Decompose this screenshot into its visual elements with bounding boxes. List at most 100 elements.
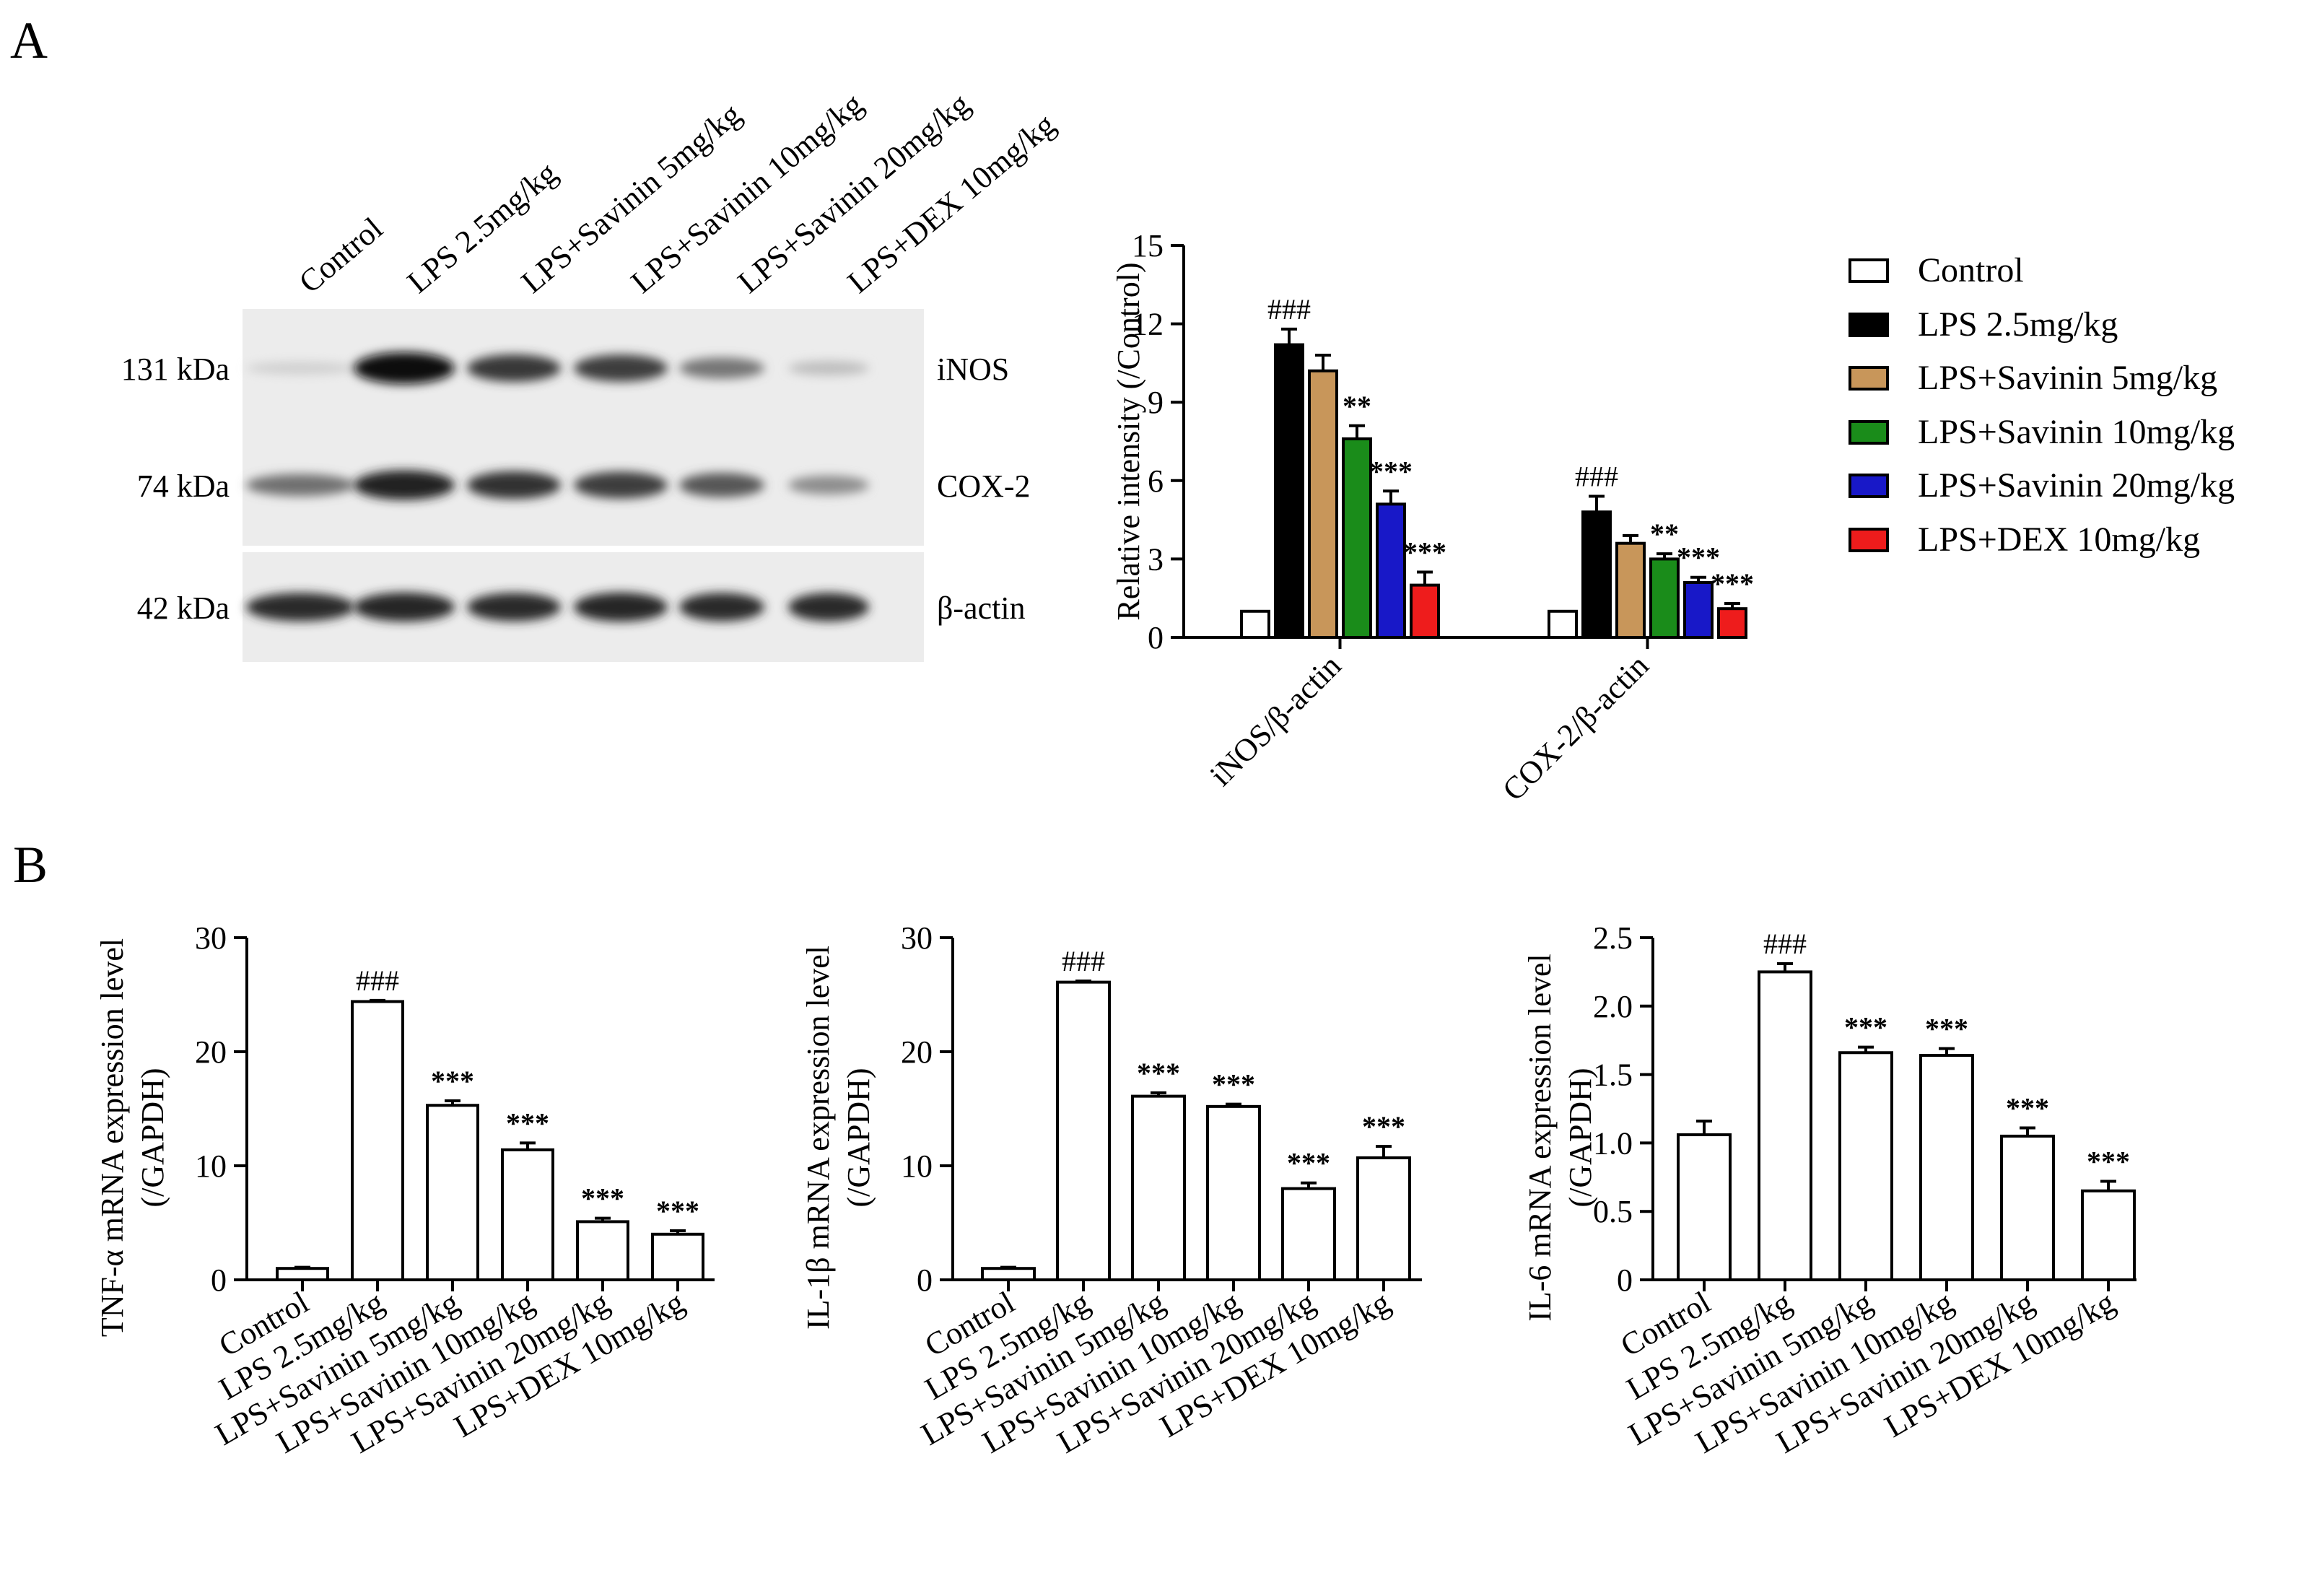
- significance-label: ***: [431, 1065, 474, 1097]
- bar: [1677, 1133, 1732, 1282]
- bar: [351, 1000, 404, 1281]
- significance-label: ###: [1062, 945, 1105, 977]
- significance-label: ***: [2006, 1092, 2049, 1125]
- significance-label: ###: [1763, 928, 1807, 960]
- y-tick-label: 0: [1148, 620, 1164, 655]
- significance-label: ***: [1711, 567, 1754, 600]
- significance-label: ***: [1212, 1068, 1255, 1101]
- bar: [1240, 609, 1270, 639]
- significance-label: ***: [1362, 1110, 1405, 1143]
- legend-swatch: [1848, 420, 1889, 445]
- significance-label: ***: [506, 1107, 549, 1139]
- significance-label: ***: [656, 1195, 699, 1227]
- blot-lane-label: LPS+DEX 10mg/kg: [841, 107, 1062, 300]
- bar: [501, 1148, 554, 1281]
- blot-marker-label: 131 kDa: [121, 352, 230, 387]
- bar: [426, 1104, 479, 1282]
- legend-label: LPS+DEX 10mg/kg: [1918, 520, 2200, 559]
- chart-il-6: 0 0.5 1.0 1.5 2.0 2.5 IL-6 mRNA expression lev…: [1522, 920, 2136, 1460]
- blot-band: [246, 474, 354, 497]
- y-tick-label: 20: [195, 1034, 227, 1070]
- significance-label: **: [1650, 518, 1679, 550]
- blot-band: [788, 593, 869, 622]
- blot-band: [574, 592, 668, 622]
- y-tick-label: 2.0: [1593, 989, 1633, 1024]
- significance-label: **: [1343, 390, 1371, 422]
- bar: [1838, 1051, 1893, 1282]
- y-tick-label: 1.0: [1593, 1125, 1633, 1161]
- bar: [1649, 557, 1680, 640]
- legend-label: LPS+Savinin 10mg/kg: [1918, 413, 2235, 451]
- legend-label: LPS+Savinin 5mg/kg: [1918, 359, 2217, 397]
- x-tick-label: iNOS/β-actin: [1203, 647, 1348, 793]
- bar: [1308, 369, 1338, 639]
- y-tick-label: 20: [901, 1034, 933, 1070]
- blot-band: [679, 473, 764, 497]
- y-tick-label: 1.5: [1593, 1058, 1633, 1093]
- blot-band: [467, 593, 561, 622]
- y-tick-label: 0: [917, 1263, 933, 1298]
- panel-label-b: B: [13, 836, 48, 894]
- significance-label: ###: [1575, 461, 1618, 493]
- blot-band: [467, 471, 561, 500]
- legend-label: LPS 2.5mg/kg: [1918, 305, 2118, 344]
- bar: [1131, 1094, 1186, 1281]
- y-axis-title: TNF-α mRNA expression level: [95, 938, 130, 1337]
- chart-il-1beta: 0 10 20 30 IL-1β mRNA expression level (/GAPD…: [800, 920, 1422, 1460]
- bar: [1919, 1054, 1974, 1282]
- y-tick-label: 30: [901, 920, 933, 956]
- y-axis-title: IL-1β mRNA expression level: [800, 946, 836, 1330]
- bar: [1342, 437, 1372, 639]
- blot-band: [679, 593, 764, 622]
- y-tick-label: 6: [1148, 463, 1164, 499]
- y-tick-label: 3: [1148, 541, 1164, 577]
- significance-label: ***: [1677, 541, 1720, 574]
- blot-band: [574, 471, 668, 499]
- y-axis-title-unit: (/GAPDH): [841, 1068, 876, 1207]
- legend-label: Control: [1918, 251, 2024, 289]
- blot-band: [354, 470, 455, 500]
- y-axis-title: IL-6 mRNA expression level: [1522, 954, 1558, 1322]
- legend-swatch: [1848, 474, 1889, 498]
- blot-band: [354, 352, 455, 384]
- significance-label: ***: [1844, 1011, 1887, 1044]
- blot-lane-label: Control: [292, 211, 389, 300]
- y-tick-label: 0.5: [1593, 1194, 1633, 1229]
- blot-band: [467, 354, 561, 382]
- blot-marker-label: 74 kDa: [137, 468, 230, 504]
- x-tick-label: COX-2/β-actin: [1496, 647, 1656, 808]
- legend-swatch: [1848, 258, 1889, 283]
- chart-tnf-alpha: 0 10 20 30 TNF-α mRNA expression level (/GAPD…: [95, 920, 715, 1460]
- y-tick-label: 10: [195, 1148, 227, 1184]
- blot-band: [788, 475, 869, 495]
- bar: [1548, 609, 1578, 639]
- y-tick-label: 30: [195, 920, 227, 956]
- bar: [1206, 1104, 1261, 1281]
- panel-label-a: A: [10, 12, 48, 69]
- blot-band: [246, 593, 354, 622]
- significance-label: ***: [1403, 536, 1446, 569]
- blot-protein-label: β-actin: [937, 590, 1026, 626]
- bar: [1356, 1156, 1411, 1281]
- significance-label: ***: [1137, 1057, 1180, 1089]
- blot-band: [574, 354, 668, 382]
- blot-marker-label: 42 kDa: [137, 590, 230, 626]
- y-tick-label: 15: [1132, 228, 1164, 263]
- blot-protein-label: iNOS: [937, 352, 1009, 387]
- bar: [2081, 1189, 2136, 1282]
- y-tick-label: 10: [901, 1148, 933, 1184]
- y-tick-label: 0: [1617, 1263, 1633, 1298]
- blot-band: [788, 361, 869, 375]
- significance-label: ***: [1925, 1013, 1968, 1045]
- bar: [1683, 580, 1714, 639]
- y-axis-title-unit: (/GAPDH): [135, 1068, 170, 1207]
- bar: [1376, 502, 1406, 639]
- bar: [981, 1267, 1036, 1281]
- bar: [2000, 1134, 2055, 1282]
- bar: [1758, 970, 1812, 1282]
- y-tick-label: 0: [211, 1263, 227, 1298]
- bar: [1615, 541, 1646, 639]
- legend-swatch: [1848, 528, 1889, 552]
